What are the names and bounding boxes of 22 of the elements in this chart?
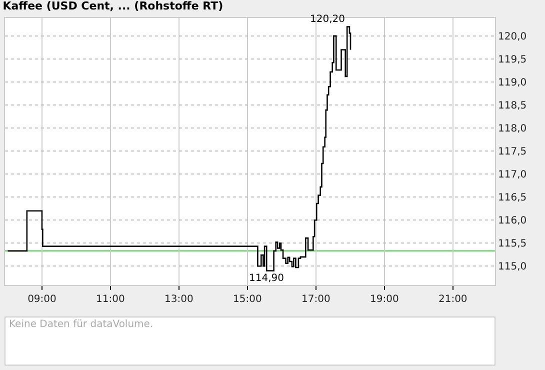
annotation: 114,90 [249,273,284,284]
x-tick-label: 13:00 [164,294,194,305]
y-tick-label: 120,0 [498,31,527,42]
text: Keine Daten für dataVolume. [9,319,154,330]
y-tick-label: 117,5 [498,146,527,158]
x-tick-label: 11:00 [96,294,125,305]
chart-title: Kaffee (USD Cent, ... (Rohstoffe RT) [2,0,224,13]
y-tick-label: 118,0 [498,124,527,135]
y-tick-label: 117,0 [498,170,527,181]
annotation: 120,20 [310,14,345,25]
x-tick-label: 09:00 [28,294,56,305]
x-tick-label: 17:00 [302,294,330,305]
y-tick-label: 115,5 [498,238,527,250]
y-tick-label: 115,0 [498,262,527,273]
x-tick-label: 15:00 [233,294,262,305]
y-tick-label: 119,5 [498,54,527,66]
y-tick-label: 116,0 [498,216,527,227]
x-tick-label: 21:00 [438,294,468,305]
x-tick-label: 19:00 [370,294,399,305]
y-tick-label: 116,5 [498,192,527,204]
y-tick-label: 118,5 [498,100,527,112]
y-tick-label: 119,0 [498,77,527,88]
